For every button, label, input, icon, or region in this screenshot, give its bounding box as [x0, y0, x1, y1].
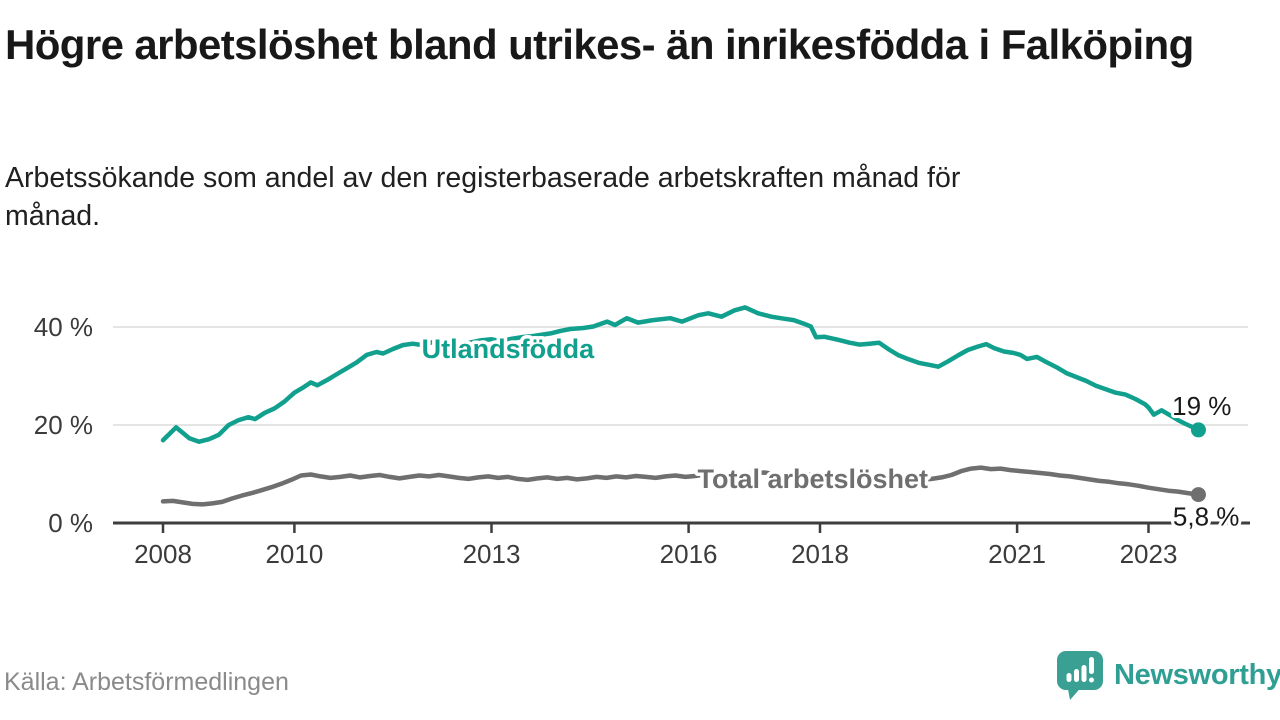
series-label-total-arbetsl-shet: Total arbetslöshet — [697, 464, 928, 494]
x-tick-label-2016: 2016 — [660, 539, 718, 569]
logo-exclamation-bar — [1089, 657, 1094, 674]
x-tick-label-2023: 2023 — [1120, 539, 1178, 569]
series-label-utlandsf-dda: Utlandsfödda — [422, 334, 595, 364]
logo-exclamation-dot — [1089, 677, 1094, 683]
y-tick-label-20: 20 % — [34, 410, 93, 440]
y-tick-label-0: 0 % — [48, 508, 93, 538]
logo-bar-tall — [1081, 665, 1087, 682]
newsworthy-logo: Newsworthy — [1056, 650, 1280, 700]
x-tick-label-2013: 2013 — [463, 539, 521, 569]
series-line-total-arbetsl-shet — [160, 465, 1201, 507]
page-title: Högre arbetslöshet bland utrikes- än inr… — [5, 21, 1194, 68]
brand-wordmark: Newsworthy — [1114, 658, 1280, 691]
y-tick-label-40: 40 % — [34, 312, 93, 342]
logo-bar-medium — [1074, 669, 1079, 682]
series-end-dot-utlandsf-dda — [1190, 422, 1206, 438]
x-tick-label-2010: 2010 — [265, 539, 323, 569]
logo-bar-small — [1066, 673, 1072, 682]
source-note: Källa: Arbetsförmedlingen — [4, 668, 289, 696]
newsworthy-speech-bubble-bar-chart-icon — [1057, 651, 1103, 700]
end-value-label-utlandsf-dda: 19 % — [1172, 391, 1231, 421]
x-tick-label-2021: 2021 — [988, 539, 1046, 569]
x-tick-label-2008: 2008 — [134, 539, 192, 569]
series-line-utlandsf-dda — [160, 305, 1201, 444]
x-tick-label-2018: 2018 — [791, 539, 849, 569]
series-end-dot-total-arbetsl-shet — [1190, 487, 1206, 503]
chart-subtitle: Arbetssökande som andel av den registerb… — [5, 162, 961, 232]
end-value-label-total-arbetsl-shet: 5,8 % — [1173, 502, 1240, 532]
